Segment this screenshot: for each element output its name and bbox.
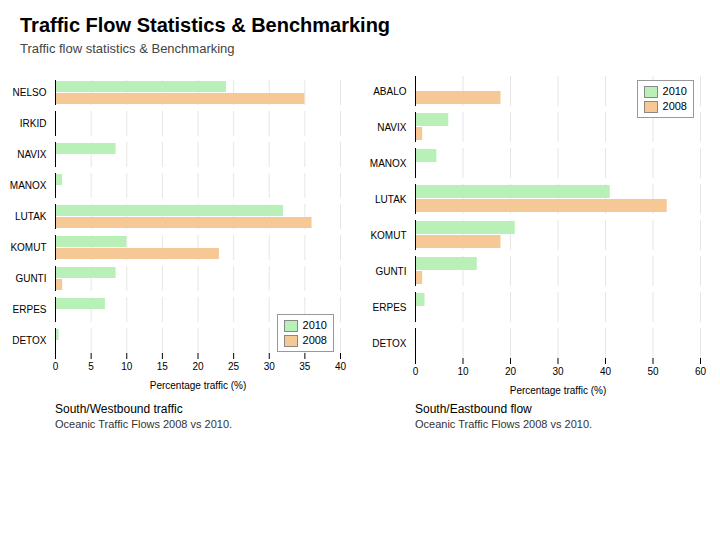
html-text:Oceanic Traffic Flows 2008 vs: Oceanic Traffic Flows 2008 vs 2010. — [55, 418, 233, 430]
svg-text:0: 0 — [53, 361, 59, 372]
html-text:2010: 2010 — [302, 319, 327, 331]
svg-text:20: 20 — [192, 361, 204, 372]
svg-text:DETOX: DETOX — [372, 338, 407, 349]
svg-text:MANOX: MANOX — [370, 158, 407, 169]
html-text:2008: 2008 — [662, 100, 687, 112]
svg-text:MANOX: MANOX — [10, 180, 47, 191]
svg-text:GUNTI: GUNTI — [15, 273, 46, 284]
svg-text:NELSO: NELSO — [13, 87, 47, 98]
html-text:Oceanic Traffic Flows 2008 vs: Oceanic Traffic Flows 2008 vs 2010. — [415, 418, 593, 430]
svg-text:NAVIX: NAVIX — [17, 149, 47, 160]
svg-text:LUTAK: LUTAK — [375, 194, 407, 205]
svg-text:30: 30 — [552, 366, 564, 377]
svg-text:35: 35 — [299, 361, 311, 372]
svg-text:Percentage traffic (%): Percentage traffic (%) — [150, 380, 247, 391]
svg-text:5: 5 — [88, 361, 94, 372]
svg-text:50: 50 — [647, 366, 659, 377]
svg-text:NAVIX: NAVIX — [377, 122, 407, 133]
svg-text:20: 20 — [505, 366, 517, 377]
svg-text:KOMUT: KOMUT — [10, 242, 46, 253]
svg-text:40: 40 — [600, 366, 612, 377]
svg-text:10: 10 — [457, 366, 469, 377]
html-text:2010: 2010 — [662, 85, 687, 97]
svg-text:GUNTI: GUNTI — [375, 266, 406, 277]
svg-text:ABALO: ABALO — [373, 86, 407, 97]
html-text:Traffic Flow Statistics & Benc: Traffic Flow Statistics & Benchmarking — [20, 14, 391, 36]
svg-text:0: 0 — [413, 366, 419, 377]
svg-text:10: 10 — [121, 361, 133, 372]
svg-text:DETOX: DETOX — [12, 335, 47, 346]
svg-text:25: 25 — [228, 361, 240, 372]
svg-text:ERPES: ERPES — [13, 304, 47, 315]
html-text:South/Westbound traffic: South/Westbound traffic — [55, 402, 183, 416]
svg-text:ERPES: ERPES — [373, 302, 407, 313]
html-text:Traffic flow statistics & Benc: Traffic flow statistics & Benchmarking — [20, 41, 235, 56]
html-text:South/Eastbound flow: South/Eastbound flow — [415, 402, 532, 416]
svg-text:IRKID: IRKID — [20, 118, 47, 129]
svg-text:Percentage traffic (%): Percentage traffic (%) — [510, 385, 607, 396]
svg-text:15: 15 — [157, 361, 169, 372]
svg-text:40: 40 — [335, 361, 347, 372]
svg-text:60: 60 — [695, 366, 707, 377]
html-text:2008: 2008 — [302, 334, 327, 346]
svg-text:LUTAK: LUTAK — [15, 211, 47, 222]
svg-text:30: 30 — [264, 361, 276, 372]
svg-text:KOMUT: KOMUT — [370, 230, 406, 241]
